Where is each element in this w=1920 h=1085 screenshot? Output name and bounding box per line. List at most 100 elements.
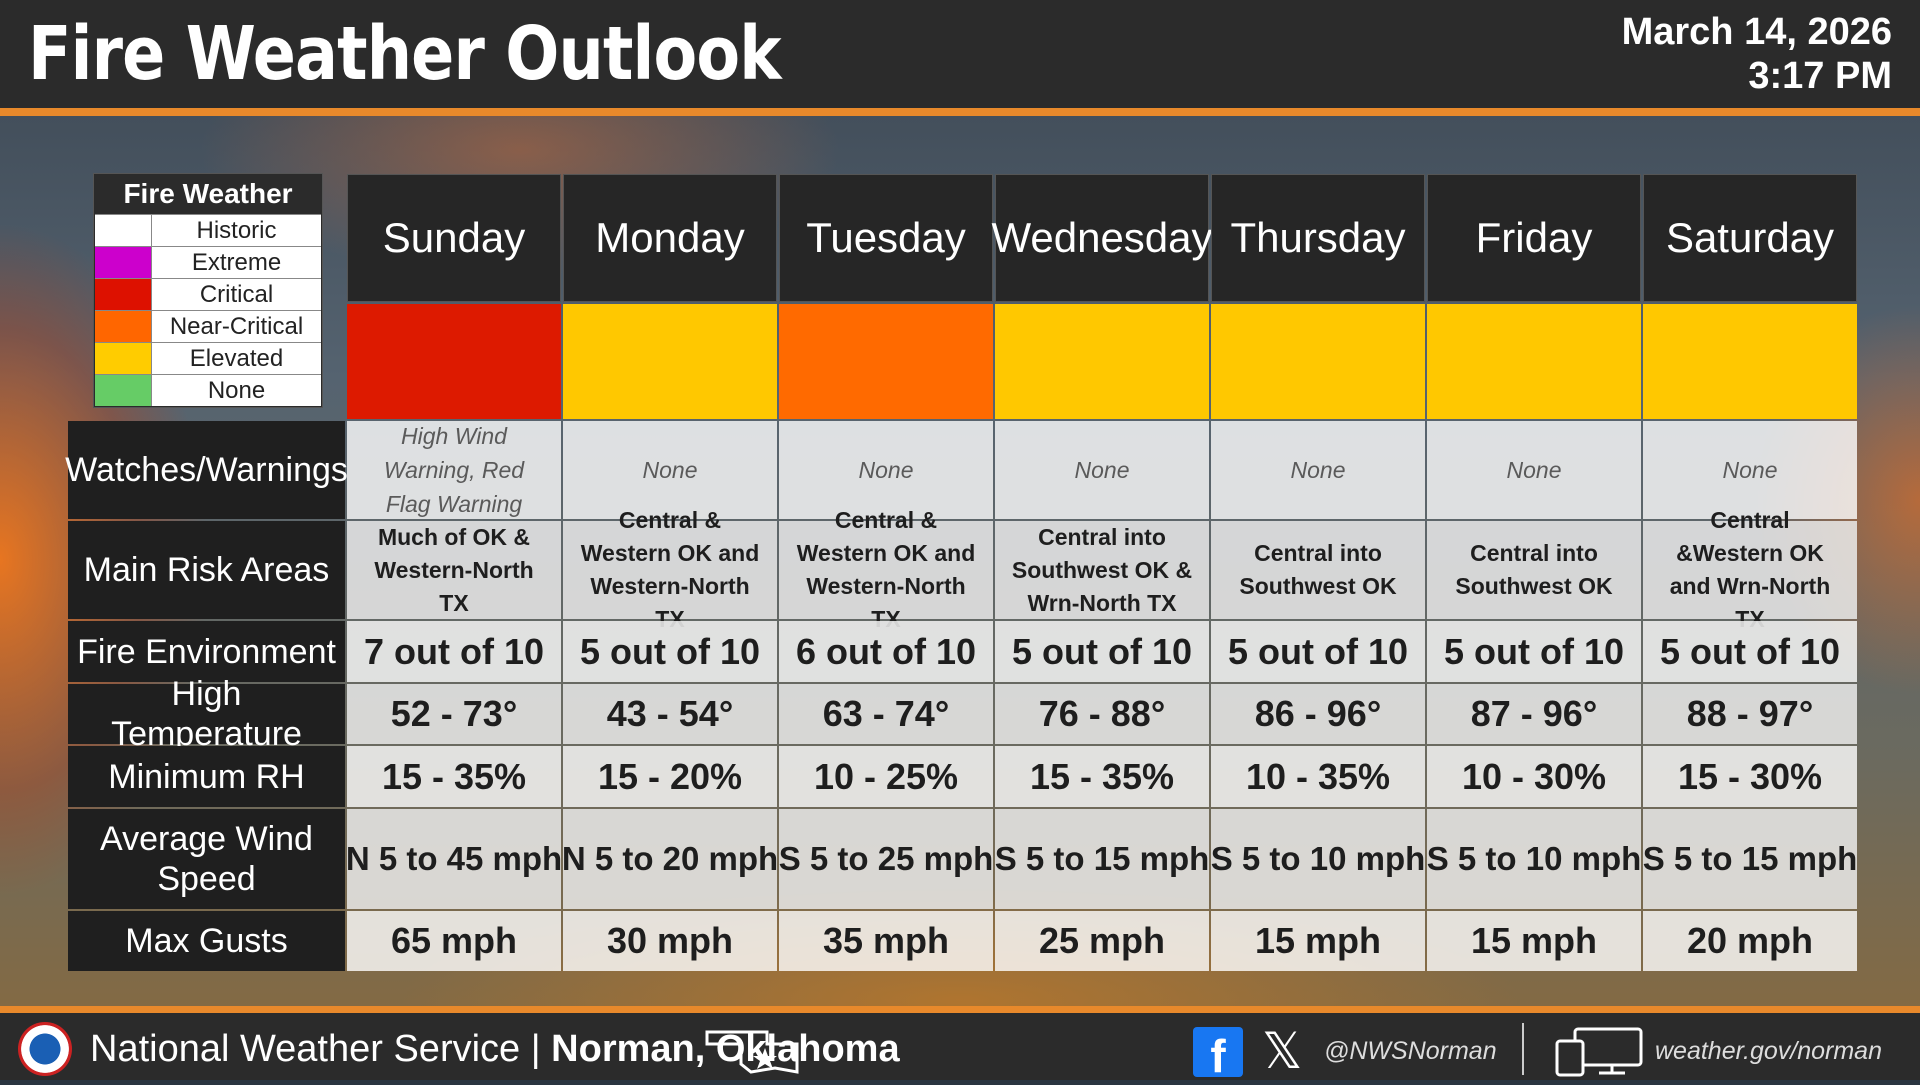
watches-warnings-saturday: None (1643, 421, 1857, 519)
row-label-minimum-rh: Minimum RH (68, 746, 345, 807)
main-risk-areas-friday: Central into Southwest OK (1427, 521, 1641, 619)
high-temperature-wednesday: 76 - 88° (995, 684, 1209, 744)
legend-swatch (95, 343, 151, 374)
max-gusts-tuesday: 35 mph (779, 911, 993, 971)
day-header-saturday: Saturday (1643, 174, 1857, 302)
page-title: Fire Weather Outlook (28, 11, 782, 97)
day-header-thursday: Thursday (1211, 174, 1425, 302)
legend-item: Near-Critical (95, 310, 321, 342)
issued-time: 3:17 PM (1748, 55, 1892, 97)
average-wind-wednesday: S 5 to 15 mph (995, 809, 1209, 909)
main-risk-areas-saturday: Central &Western OK and Wrn-North TX (1643, 507, 1857, 632)
watches-warnings-friday: None (1427, 421, 1641, 519)
watches-warnings-tuesday: None (779, 421, 993, 519)
max-gusts-saturday: 20 mph (1643, 911, 1857, 971)
fire-environment-monday: 5 out of 10 (563, 621, 777, 682)
row-label-high-temperature: High Temperature (68, 675, 345, 753)
legend-item: Extreme (95, 246, 321, 278)
risk-level-saturday (1643, 304, 1857, 419)
high-temperature-thursday: 86 - 96° (1211, 684, 1425, 744)
legend-swatch (95, 311, 151, 342)
max-gusts-sunday: 65 mph (347, 911, 561, 971)
office-name: Norman, Oklahoma (551, 1028, 900, 1070)
main-risk-areas-thursday: Central into Southwest OK (1211, 521, 1425, 619)
legend-items: Historic Extreme Critical Near-Critical Elev… (94, 214, 322, 406)
high-temperature-saturday: 88 - 97° (1643, 684, 1857, 744)
row-label-watches-warnings: Watches/Warnings (65, 421, 348, 519)
legend-label: Critical (151, 279, 321, 310)
legend-swatch (95, 247, 151, 278)
fire-environment-friday: 5 out of 10 (1427, 621, 1641, 682)
average-wind-monday: N 5 to 20 mph (562, 809, 778, 909)
minimum-rh-monday: 15 - 20% (563, 746, 777, 807)
average-wind-friday: S 5 to 10 mph (1427, 809, 1641, 909)
max-gusts-thursday: 15 mph (1211, 911, 1425, 971)
legend-item: Elevated (95, 342, 321, 374)
high-temperature-friday: 87 - 96° (1427, 684, 1641, 744)
day-header-monday: Monday (563, 174, 777, 302)
footer-bar: National Weather Service | Norman, Oklah… (0, 1006, 1920, 1082)
risk-level-monday (563, 304, 777, 419)
main-risk-areas-monday: Central & Western OK and Western-North T… (563, 507, 777, 632)
high-temperature-sunday: 52 - 73° (347, 684, 561, 744)
watches-warnings-thursday: None (1211, 421, 1425, 519)
risk-level-wednesday (995, 304, 1209, 419)
oklahoma-outline-icon (705, 1030, 799, 1074)
risk-legend: Fire Weather Historic Extreme Critical Near… (93, 173, 323, 408)
legend-swatch (95, 279, 151, 310)
max-gusts-friday: 15 mph (1427, 911, 1641, 971)
watches-warnings-wednesday: None (995, 421, 1209, 519)
minimum-rh-sunday: 15 - 35% (347, 746, 561, 807)
fire-environment-wednesday: 5 out of 10 (995, 621, 1209, 682)
fire-environment-sunday: 7 out of 10 (347, 621, 561, 682)
fire-environment-saturday: 5 out of 10 (1643, 621, 1857, 682)
row-label-main-risk-areas: Main Risk Areas (68, 521, 345, 619)
social-handle[interactable]: @NWSNorman (1324, 1037, 1497, 1065)
legend-swatch (95, 375, 151, 406)
main-risk-areas-wednesday: Central into Southwest OK & Wrn-North TX (995, 521, 1209, 619)
x-icon[interactable]: 𝕏 (1262, 1023, 1303, 1079)
risk-level-thursday (1211, 304, 1425, 419)
day-header-sunday: Sunday (347, 174, 561, 302)
legend-item: None (95, 374, 321, 406)
legend-label: Historic (151, 215, 321, 246)
risk-level-friday (1427, 304, 1641, 419)
risk-level-tuesday (779, 304, 993, 419)
website-link[interactable]: weather.gov/norman (1655, 1037, 1882, 1065)
legend-label: Elevated (151, 343, 321, 374)
legend-label: Near-Critical (151, 311, 321, 342)
footer-office: National Weather Service | Norman, Oklah… (90, 1025, 900, 1073)
minimum-rh-tuesday: 10 - 25% (779, 746, 993, 807)
max-gusts-monday: 30 mph (563, 911, 777, 971)
computer-icon (1555, 1027, 1643, 1077)
fire-environment-tuesday: 6 out of 10 (779, 621, 993, 682)
average-wind-tuesday: S 5 to 25 mph (779, 809, 993, 909)
issued-date: March 14, 2026 (1621, 11, 1892, 53)
facebook-icon[interactable]: f (1193, 1027, 1243, 1082)
footer-divider (1522, 1023, 1524, 1075)
risk-level-sunday (347, 304, 561, 419)
minimum-rh-friday: 10 - 30% (1427, 746, 1641, 807)
agency-name: National Weather Service | (90, 1028, 541, 1070)
day-header-friday: Friday (1427, 174, 1641, 302)
legend-label: None (151, 375, 321, 406)
main-risk-areas-tuesday: Central & Western OK and Western-North T… (779, 507, 993, 632)
high-temperature-tuesday: 63 - 74° (779, 684, 993, 744)
minimum-rh-thursday: 10 - 35% (1211, 746, 1425, 807)
table-corner (68, 174, 345, 302)
outlook-table: Sunday Monday Tuesday Wednesday Thursday Frid… (65, 174, 1857, 971)
legend-label: Extreme (151, 247, 321, 278)
row-label-max-gusts: Max Gusts (68, 911, 345, 971)
legend-item: Critical (95, 278, 321, 310)
day-header-tuesday: Tuesday (779, 174, 993, 302)
average-wind-thursday: S 5 to 10 mph (1211, 809, 1425, 909)
watches-warnings-monday: None (563, 421, 777, 519)
fire-environment-thursday: 5 out of 10 (1211, 621, 1425, 682)
nws-logo (18, 1022, 72, 1076)
max-gusts-wednesday: 25 mph (995, 911, 1209, 971)
watches-warnings-sunday: High Wind Warning, Red Flag Warning (347, 421, 561, 519)
average-wind-saturday: S 5 to 15 mph (1643, 809, 1857, 909)
issued-datetime: March 14, 2026 3:17 PM (1622, 10, 1892, 98)
legend-swatch (95, 215, 151, 246)
header-bar: Fire Weather Outlook March 14, 2026 3:17… (0, 0, 1920, 116)
